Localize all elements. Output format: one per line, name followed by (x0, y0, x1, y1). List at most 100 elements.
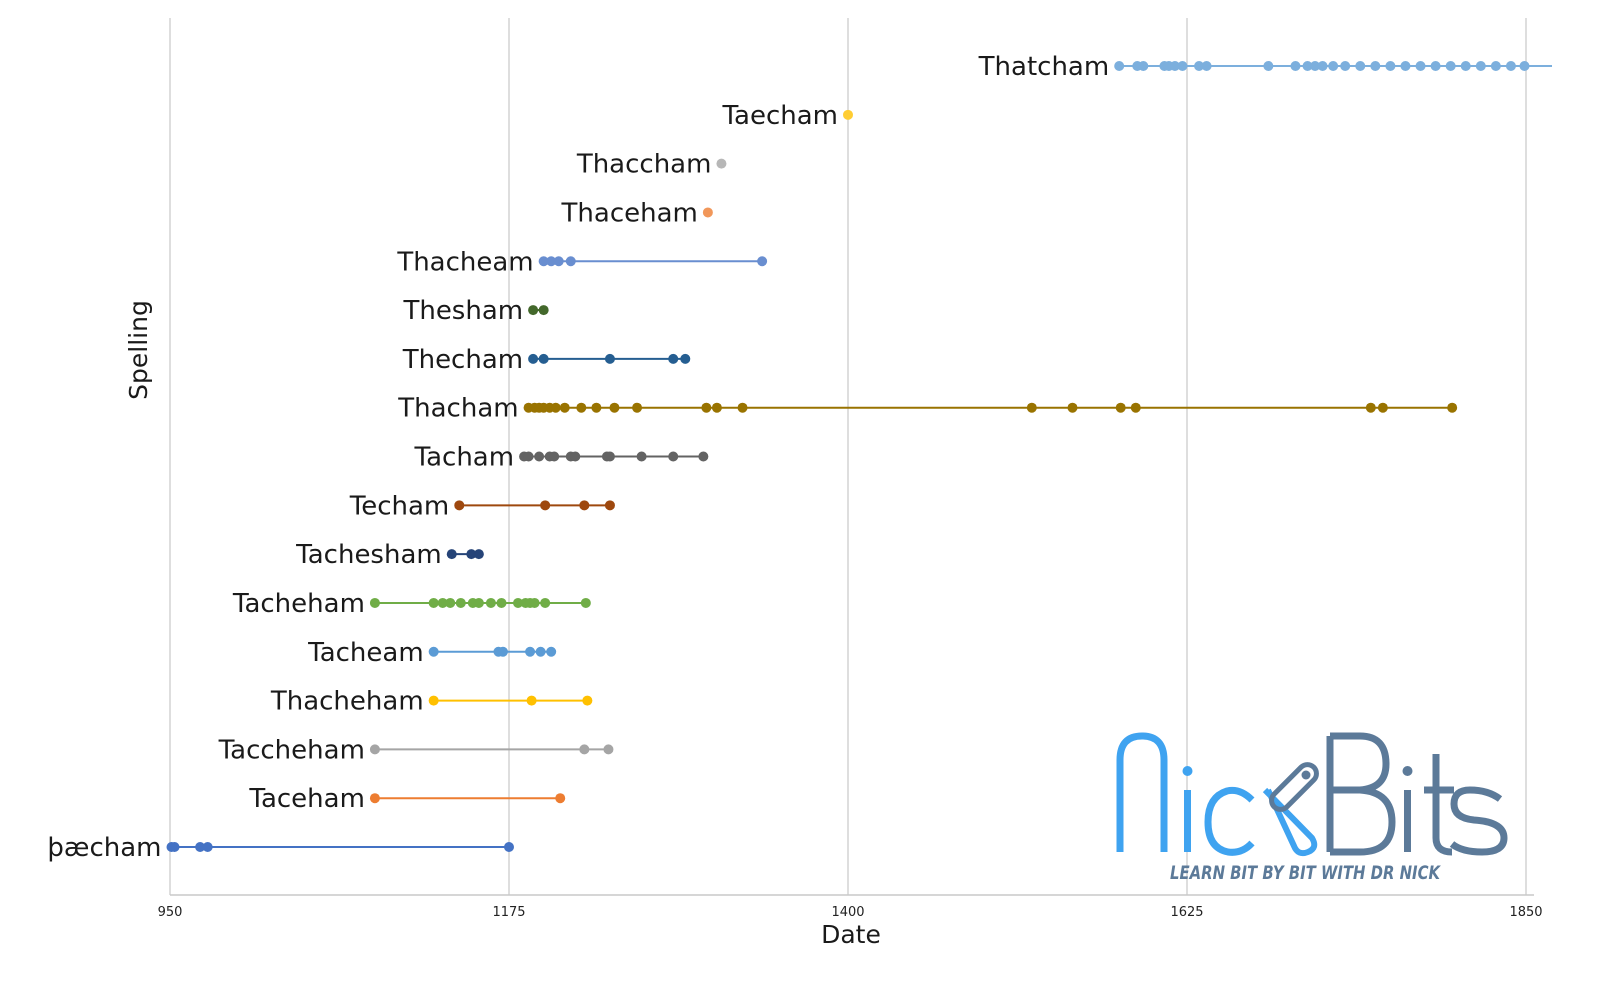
series-thatcham (1114, 61, 1552, 71)
point-thatcham-13 (1317, 61, 1328, 71)
point-tachesham-1 (466, 549, 477, 560)
point-thatcham-20 (1415, 61, 1426, 71)
point-thatcham-6 (1177, 61, 1188, 71)
series-tacheam (428, 646, 557, 657)
series-tacham (519, 451, 709, 462)
point-thaccham-0 (716, 158, 727, 169)
point-techam-0 (454, 500, 465, 511)
series-thecham (528, 353, 691, 364)
point-cham-3 (202, 842, 213, 852)
point-thatcham-22 (1445, 61, 1456, 71)
point-thacham-13 (737, 402, 748, 413)
series-tachesham (446, 549, 484, 560)
point-tachesham-2 (473, 549, 484, 560)
point-thatcham-8 (1201, 61, 1212, 71)
point-thatcham-12 (1310, 61, 1321, 71)
point-thacham-9 (609, 402, 620, 413)
series-taecham (843, 109, 853, 120)
spelling-label-tacheham: Tacheham (232, 589, 365, 619)
point-thacham-18 (1365, 402, 1376, 413)
logo-letter-i2-dot (1402, 766, 1413, 776)
point-tacham-1 (523, 451, 534, 462)
point-tacheham-13 (540, 597, 551, 608)
point-thacheham-1 (526, 695, 537, 706)
point-thatcham-15 (1340, 61, 1351, 71)
point-thecham-2 (604, 353, 615, 364)
point-thatcham-5 (1169, 61, 1180, 71)
point-thatcham-26 (1505, 61, 1516, 71)
spelling-label-tacham: Tacham (414, 443, 515, 473)
point-thatcham-21 (1430, 61, 1441, 71)
series-thaceham (702, 207, 713, 218)
point-thatcham-0 (1114, 61, 1125, 71)
spelling-label-thacheam: Thacheam (396, 247, 533, 277)
point-tacheham-1 (428, 597, 439, 608)
point-thacheam-2 (553, 256, 564, 267)
point-tacheham-0 (369, 597, 380, 608)
point-thesham-0 (528, 305, 539, 316)
point-thacheam-1 (546, 256, 557, 267)
point-thesham-1 (538, 305, 549, 316)
logo-letter-i-dot (1182, 766, 1193, 776)
series-tacheham (369, 597, 591, 608)
series-taccheham (369, 744, 614, 755)
point-taccheham-0 (369, 744, 380, 755)
point-techam-3 (604, 500, 615, 511)
point-tacheham-8 (496, 597, 507, 608)
spelling-label-taccheham: Taccheham (218, 735, 365, 765)
point-thatcham-14 (1328, 61, 1339, 71)
point-taceham-0 (369, 793, 380, 804)
point-thacham-6 (559, 402, 570, 413)
point-thecham-0 (528, 353, 539, 364)
point-tacheam-0 (428, 646, 439, 657)
spelling-label-taecham: Taecham (721, 101, 838, 131)
point-thacham-11 (701, 402, 712, 413)
spelling-label-thatcham: Thatcham (978, 52, 1110, 82)
logo-letter-s (1449, 786, 1508, 856)
x-axis-title: Date (821, 920, 881, 949)
series-thacheam (538, 256, 768, 267)
point-tacheham-2 (437, 597, 448, 608)
point-tacheham-14 (580, 597, 591, 608)
point-taceham-1 (555, 793, 566, 804)
series-techam (454, 500, 615, 511)
point-tacheham-9 (513, 597, 524, 608)
point-tacheham-3 (445, 597, 456, 608)
point-cham-4 (504, 842, 514, 852)
logo-letter-b (1326, 732, 1396, 856)
series-thacheham (428, 695, 593, 706)
point-thatcham-9 (1263, 61, 1274, 71)
point-taecham-0 (843, 109, 853, 120)
point-tacheham-6 (473, 597, 484, 608)
point-thacheham-2 (582, 695, 593, 706)
point-techam-2 (579, 500, 590, 511)
point-tacheham-7 (485, 597, 496, 608)
point-tacham-6 (570, 451, 581, 462)
point-thacheham-0 (428, 695, 439, 706)
point-tacheham-12 (529, 597, 540, 608)
x-tick-labels: 950 1175 1400 1625 1850 (158, 905, 1543, 920)
point-tacheam-2 (497, 646, 508, 657)
spelling-label-techam: Techam (349, 491, 450, 521)
point-thatcham-24 (1475, 61, 1486, 71)
logo-letter-i-stem (1184, 790, 1191, 852)
series-thaccham (716, 158, 727, 169)
point-thatcham-23 (1460, 61, 1471, 71)
logo-cursor-bar (1269, 762, 1319, 812)
point-thatcham-18 (1385, 61, 1396, 71)
point-thatcham-7 (1194, 61, 1205, 71)
spelling-label-thaceham: Thaceham (561, 198, 698, 228)
nickbits-logo: LEARN BIT BY BIT WITH DR NICK (1116, 732, 1508, 884)
point-thatcham-11 (1302, 61, 1313, 71)
point-thacham-16 (1115, 402, 1126, 413)
logo-cursor-dot (1301, 770, 1311, 780)
point-taccheham-2 (603, 744, 614, 755)
x-tick-label-950: 950 (158, 905, 183, 920)
x-tick-label-1850: 1850 (1509, 905, 1542, 920)
point-tacham-4 (549, 451, 560, 462)
spelling-label-thaccham: Thaccham (576, 150, 712, 180)
point-thacham-15 (1067, 402, 1078, 413)
point-thacheam-0 (538, 256, 549, 267)
point-thacham-10 (632, 402, 643, 413)
